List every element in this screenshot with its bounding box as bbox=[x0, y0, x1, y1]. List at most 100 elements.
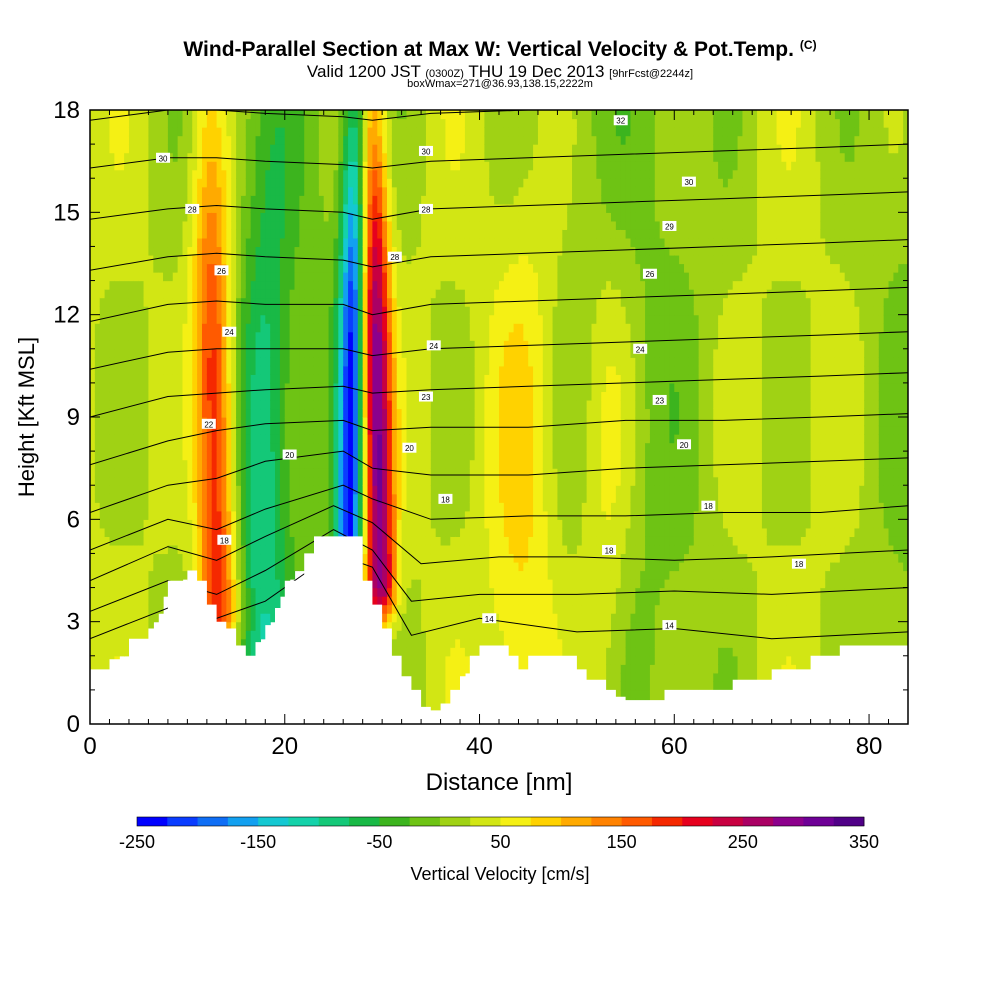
velocity-cell bbox=[216, 476, 223, 486]
velocity-cell bbox=[260, 493, 266, 503]
velocity-cell bbox=[460, 459, 466, 469]
velocity-cell bbox=[469, 169, 476, 179]
velocity-cell bbox=[201, 527, 208, 537]
velocity-cell bbox=[167, 212, 174, 222]
velocity-cell bbox=[377, 587, 383, 597]
velocity-cell bbox=[133, 408, 140, 418]
velocity-cell bbox=[474, 254, 481, 265]
velocity-cell bbox=[265, 374, 271, 384]
velocity-cell bbox=[231, 220, 237, 230]
velocity-cell bbox=[90, 348, 96, 358]
velocity-cell bbox=[367, 476, 374, 486]
velocity-cell bbox=[90, 561, 96, 572]
velocity-cell bbox=[236, 323, 242, 333]
velocity-cell bbox=[265, 220, 271, 230]
velocity-cell bbox=[333, 425, 339, 435]
velocity-cell bbox=[250, 229, 257, 239]
velocity-cell bbox=[226, 417, 232, 427]
velocity-cell bbox=[197, 263, 203, 273]
velocity-cell bbox=[299, 237, 305, 248]
velocity-cell bbox=[377, 152, 383, 162]
velocity-cell bbox=[425, 306, 432, 316]
velocity-cell bbox=[289, 254, 296, 265]
velocity-cell bbox=[109, 357, 115, 367]
velocity-cell bbox=[153, 263, 159, 273]
velocity-cell bbox=[148, 237, 154, 248]
velocity-cell bbox=[348, 493, 354, 503]
velocity-cell bbox=[304, 536, 310, 546]
velocity-cell bbox=[396, 203, 403, 213]
velocity-cell bbox=[294, 297, 300, 307]
velocity-cell bbox=[377, 468, 383, 478]
velocity-cell bbox=[425, 451, 432, 461]
velocity-cell bbox=[231, 110, 237, 120]
velocity-cell bbox=[143, 220, 150, 230]
velocity-cell bbox=[406, 289, 412, 299]
velocity-cell bbox=[455, 110, 461, 120]
velocity-cell bbox=[245, 306, 252, 316]
velocity-cell bbox=[148, 425, 154, 435]
velocity-cell bbox=[367, 135, 374, 145]
velocity-cell bbox=[109, 399, 115, 410]
velocity-cell bbox=[469, 399, 476, 410]
velocity-cell bbox=[284, 161, 291, 171]
velocity-cell bbox=[299, 340, 305, 350]
velocity-cell bbox=[231, 502, 237, 512]
velocity-cell bbox=[163, 323, 169, 333]
velocity-cell bbox=[367, 306, 374, 316]
velocity-cell bbox=[401, 382, 408, 393]
velocity-cell bbox=[406, 587, 412, 597]
velocity-cell bbox=[416, 178, 422, 188]
velocity-cell bbox=[289, 229, 296, 239]
velocity-cell bbox=[201, 323, 208, 333]
velocity-cell bbox=[114, 604, 120, 614]
velocity-cell bbox=[275, 425, 281, 435]
velocity-cell bbox=[343, 220, 349, 230]
velocity-cell bbox=[421, 442, 427, 452]
velocity-cell bbox=[440, 118, 447, 128]
velocity-cell bbox=[245, 323, 252, 333]
velocity-cell bbox=[279, 152, 286, 162]
velocity-cell bbox=[382, 536, 388, 546]
velocity-cell bbox=[158, 391, 164, 401]
velocity-cell bbox=[270, 570, 276, 580]
velocity-cell bbox=[143, 579, 150, 589]
velocity-cell bbox=[460, 203, 466, 213]
velocity-cell bbox=[377, 340, 383, 350]
velocity-cell bbox=[201, 485, 208, 495]
velocity-cell bbox=[425, 579, 432, 589]
velocity-cell bbox=[192, 502, 198, 512]
velocity-cell bbox=[201, 536, 208, 546]
velocity-cell bbox=[313, 314, 320, 324]
velocity-cell bbox=[114, 613, 120, 623]
velocity-cell bbox=[309, 186, 315, 196]
velocity-cell bbox=[187, 561, 193, 572]
velocity-cell bbox=[250, 195, 257, 205]
velocity-cell bbox=[421, 289, 427, 299]
velocity-cell bbox=[250, 596, 257, 606]
velocity-cell bbox=[128, 144, 135, 154]
velocity-cell bbox=[440, 178, 447, 188]
velocity-cell bbox=[362, 399, 369, 410]
velocity-cell bbox=[279, 340, 286, 350]
velocity-cell bbox=[250, 570, 257, 580]
velocity-cell bbox=[275, 493, 281, 503]
velocity-cell bbox=[197, 186, 203, 196]
velocity-cell bbox=[421, 118, 427, 128]
velocity-cell bbox=[275, 476, 281, 486]
velocity-cell bbox=[167, 254, 174, 265]
velocity-cell bbox=[255, 135, 262, 145]
velocity-cell bbox=[109, 434, 115, 444]
velocity-cell bbox=[328, 118, 335, 128]
velocity-cell bbox=[99, 493, 106, 503]
velocity-cell bbox=[299, 442, 305, 452]
velocity-cell bbox=[377, 493, 383, 503]
velocity-cell bbox=[313, 212, 320, 222]
velocity-cell bbox=[265, 553, 271, 563]
velocity-cell bbox=[348, 186, 354, 196]
velocity-cell bbox=[382, 365, 388, 375]
velocity-cell bbox=[104, 220, 111, 230]
velocity-cell bbox=[421, 348, 427, 358]
velocity-cell bbox=[114, 186, 120, 196]
velocity-cell bbox=[128, 621, 135, 631]
